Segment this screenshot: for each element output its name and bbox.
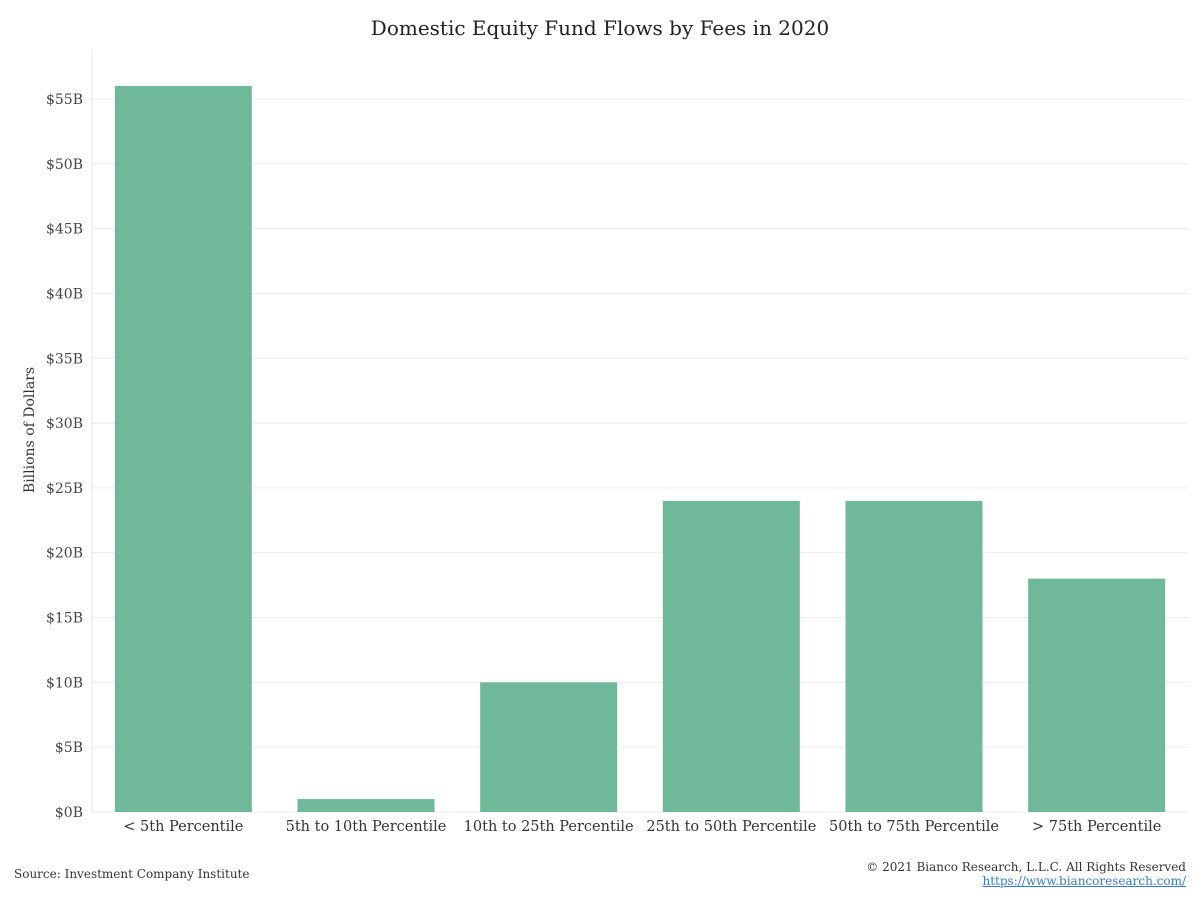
y-tick-label: $15B — [46, 611, 83, 627]
bars — [114, 86, 1166, 813]
y-tick-label: $30B — [46, 416, 83, 432]
y-tick-label: $0B — [55, 805, 83, 821]
bar — [1028, 578, 1166, 812]
x-category-label: 50th to 75th Percentile — [829, 819, 999, 835]
x-category-label: 5th to 10th Percentile — [286, 819, 447, 835]
x-category-label: > 75th Percentile — [1032, 819, 1161, 835]
bar — [662, 500, 800, 812]
y-axis-ticks: $0B $5B $10B $15B $20B $25B $30B $35B $40B $45B $5… — [46, 92, 83, 821]
chart-title: Domestic Equity Fund Flows by Fees in 20… — [370, 16, 830, 40]
y-tick-label: $5B — [55, 740, 83, 756]
bar — [297, 799, 435, 812]
y-tick-label: $10B — [46, 675, 83, 691]
y-tick-label: $20B — [46, 546, 83, 562]
x-category-label: 25th to 50th Percentile — [646, 819, 816, 835]
website-link[interactable]: https://www.biancoresearch.com/ — [982, 874, 1186, 888]
y-tick-label: $25B — [46, 481, 83, 497]
gridlines — [92, 98, 1188, 813]
y-tick-label: $45B — [46, 222, 83, 238]
x-axis-categories: < 5th Percentile 5th to 10th Percentile 10… — [123, 819, 1161, 835]
bar — [114, 86, 252, 813]
y-tick-label: $40B — [46, 286, 83, 302]
copyright-note: © 2021 Bianco Research, L.L.C. All Right… — [866, 860, 1186, 874]
y-tick-label: $35B — [46, 351, 83, 367]
y-tick-label: $55B — [46, 92, 83, 108]
bar — [845, 500, 983, 812]
y-tick-label: $50B — [46, 157, 83, 173]
source-note: Source: Investment Company Institute — [14, 867, 250, 881]
x-category-label: 10th to 25th Percentile — [464, 819, 634, 835]
bar — [480, 682, 618, 812]
x-category-label: < 5th Percentile — [123, 819, 243, 835]
